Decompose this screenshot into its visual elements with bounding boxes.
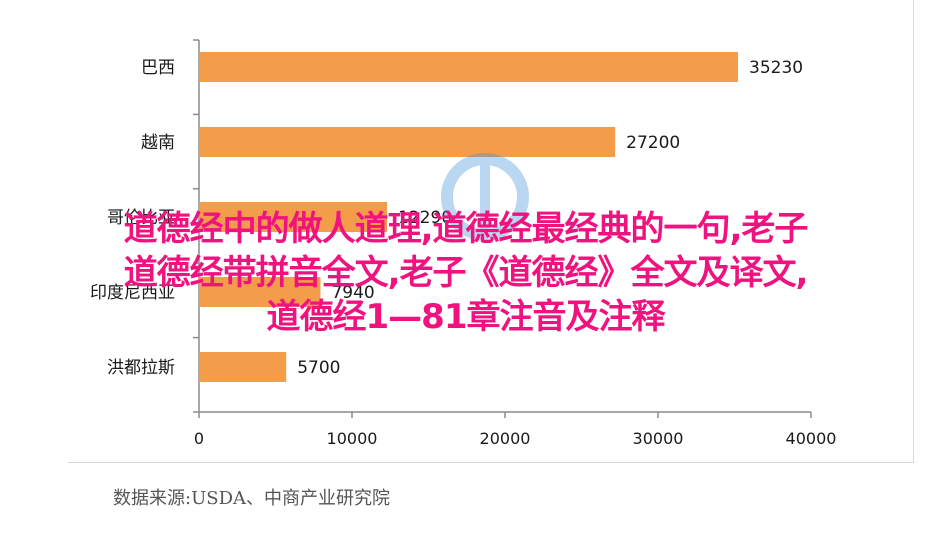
bar-chart: 0 10000 20000 30000 40000 巴西 35230 越南 27200 哥伦比亚 1… <box>90 39 837 448</box>
overlay-line: 道德经1—81章注音及注释 <box>266 297 666 337</box>
overlay-line: 道德经带拼音全文,老子《道德经》全文及译文, <box>123 253 809 293</box>
value-label: 35230 <box>749 58 803 78</box>
value-label: 7940 <box>331 283 374 303</box>
value-label: 27200 <box>626 133 680 153</box>
bar <box>199 277 321 307</box>
watermark-logo <box>441 153 529 241</box>
overlay-line: 道德经中的做人道理,道德经最经典的一句,老子 <box>123 209 809 249</box>
bar <box>199 202 388 232</box>
source-note: 数据来源:USDA、中商产业研究院 <box>113 488 390 509</box>
x-tick-label: 40000 <box>786 429 837 448</box>
bar <box>199 52 739 82</box>
x-tick-label: 0 <box>194 429 204 448</box>
x-tick-label: 10000 <box>327 429 378 448</box>
bar <box>199 352 287 382</box>
category-label: 巴西 <box>141 58 175 78</box>
chart-frame: 0 10000 20000 30000 40000 巴西 35230 越南 27200 哥伦比亚 1… <box>68 0 914 463</box>
bar <box>199 127 616 157</box>
category-label: 印度尼西亚 <box>90 283 175 303</box>
x-tick-label: 20000 <box>480 429 531 448</box>
value-label: 5700 <box>297 358 340 378</box>
category-label: 越南 <box>141 133 175 153</box>
overlay-headline: 道德经中的做人道理,道德经最经典的一句,老子 道德经带拼音全文,老子《道德经》全… <box>8 207 923 339</box>
x-tick-label: 30000 <box>633 429 684 448</box>
category-label: 洪都拉斯 <box>107 358 175 378</box>
value-label: 12290 <box>398 208 452 228</box>
category-label: 哥伦比亚 <box>107 208 175 228</box>
